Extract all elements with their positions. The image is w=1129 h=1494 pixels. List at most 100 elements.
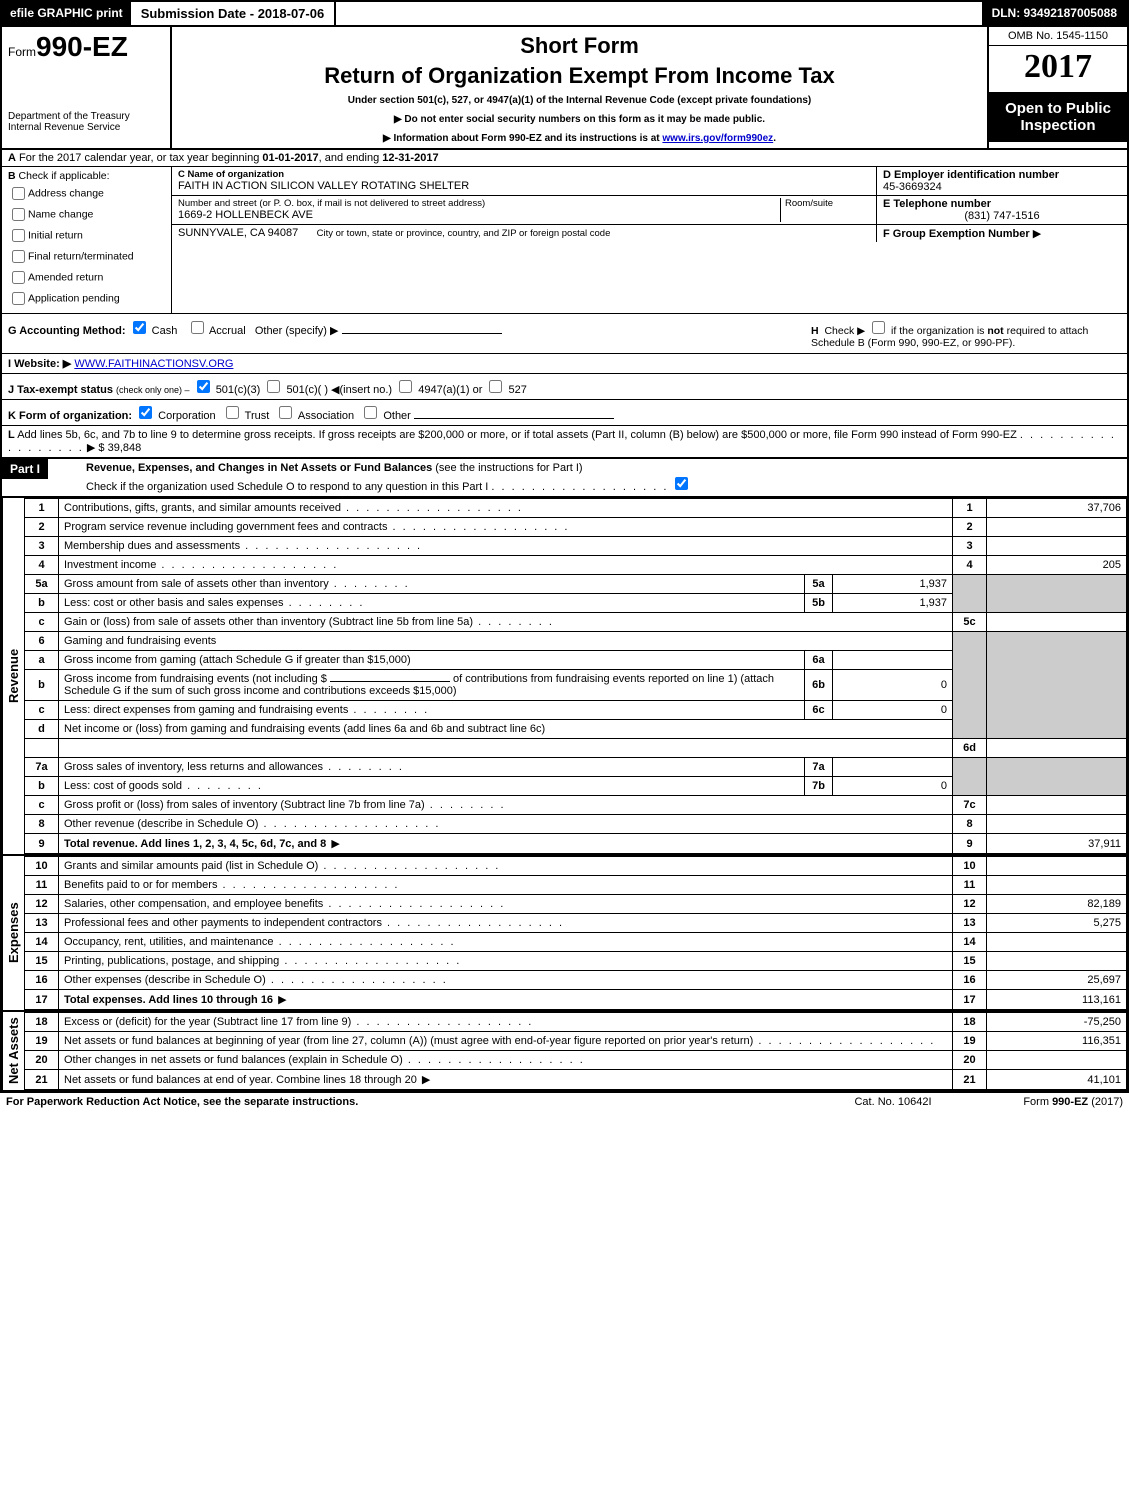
label-e: E Telephone number bbox=[883, 198, 1121, 210]
check-app-pending[interactable]: Application pending bbox=[8, 289, 165, 308]
l7a-subamt bbox=[833, 758, 953, 777]
end-date: 12-31-2017 bbox=[382, 152, 438, 164]
cb-final-return[interactable] bbox=[12, 250, 25, 263]
footer-left: For Paperwork Reduction Act Notice, see … bbox=[6, 1096, 823, 1108]
street-label: Number and street (or P. O. box, if mail… bbox=[178, 198, 780, 209]
check-initial-return[interactable]: Initial return bbox=[8, 226, 165, 245]
l1-box: 1 bbox=[953, 499, 987, 518]
l9-desc: Total revenue. Add lines 1, 2, 3, 4, 5c,… bbox=[59, 834, 953, 854]
check-address-change[interactable]: Address change bbox=[8, 184, 165, 203]
line-2: 2 Program service revenue including gove… bbox=[25, 518, 1127, 537]
cb-cash[interactable] bbox=[133, 321, 146, 334]
cb-other-org[interactable] bbox=[364, 406, 377, 419]
h-not: not bbox=[987, 325, 1003, 337]
l5a-desc: Gross amount from sale of assets other t… bbox=[59, 575, 805, 594]
l5-shade-amt bbox=[987, 575, 1127, 613]
l20-box: 20 bbox=[953, 1051, 987, 1070]
cb-initial-return[interactable] bbox=[12, 229, 25, 242]
l13-desc: Professional fees and other payments to … bbox=[59, 914, 953, 933]
l12-desc: Salaries, other compensation, and employ… bbox=[59, 895, 953, 914]
label-b: B bbox=[8, 170, 16, 182]
l16-num: 16 bbox=[25, 971, 59, 990]
h-text2: if the organization is bbox=[891, 325, 984, 337]
l6c-sub: 6c bbox=[805, 701, 833, 720]
line-8: 8 Other revenue (describe in Schedule O)… bbox=[25, 815, 1127, 834]
l7b-sub: 7b bbox=[805, 777, 833, 796]
l10-dots bbox=[318, 860, 500, 872]
cb-label-2: Initial return bbox=[28, 229, 83, 241]
l6-num: 6 bbox=[25, 632, 59, 651]
dept-line1: Department of the Treasury bbox=[8, 111, 164, 122]
cb-h[interactable] bbox=[872, 321, 885, 334]
part1-check-line: Check if the organization used Schedule … bbox=[86, 481, 488, 493]
footer-right: Form 990-EZ (2017) bbox=[963, 1096, 1123, 1108]
form-990ez: 990-EZ bbox=[36, 31, 128, 62]
line-17: 17 Total expenses. Add lines 10 through … bbox=[25, 990, 1127, 1010]
l6b-blank[interactable] bbox=[330, 681, 450, 682]
l11-desc-text: Benefits paid to or for members bbox=[64, 879, 217, 891]
l14-desc-text: Occupancy, rent, utilities, and maintena… bbox=[64, 936, 274, 948]
line-6: 6 Gaming and fundraising events bbox=[25, 632, 1127, 651]
efile-print-button[interactable]: efile GRAPHIC print bbox=[2, 2, 131, 25]
l7b-desc-text: Less: cost of goods sold bbox=[64, 780, 182, 792]
l18-num: 18 bbox=[25, 1013, 59, 1032]
year-col: OMB No. 1545-1150 2017 Open to Public In… bbox=[987, 27, 1127, 148]
l8-dots bbox=[258, 818, 440, 830]
line-14: 14 Occupancy, rent, utilities, and maint… bbox=[25, 933, 1127, 952]
k-other-blank[interactable] bbox=[414, 418, 614, 419]
check-amended[interactable]: Amended return bbox=[8, 268, 165, 287]
ein-cell: D Employer identification number 45-3669… bbox=[877, 167, 1127, 195]
begin-date: 01-01-2017 bbox=[262, 152, 318, 164]
h-check: Check ▶ bbox=[824, 325, 865, 337]
l20-amt bbox=[987, 1051, 1127, 1070]
l10-desc-text: Grants and similar amounts paid (list in… bbox=[64, 860, 318, 872]
cb-amended[interactable] bbox=[12, 271, 25, 284]
cb-trust[interactable] bbox=[226, 406, 239, 419]
check-name-change[interactable]: Name change bbox=[8, 205, 165, 224]
l19-amt: 116,351 bbox=[987, 1032, 1127, 1051]
section-j: J Tax-exempt status (check only one) – 5… bbox=[2, 374, 1127, 400]
l13-num: 13 bbox=[25, 914, 59, 933]
l12-amt: 82,189 bbox=[987, 895, 1127, 914]
city-label: City or town, state or province, country… bbox=[317, 228, 611, 239]
l5a-desc-text: Gross amount from sale of assets other t… bbox=[64, 578, 329, 590]
side-revenue: Revenue bbox=[2, 498, 24, 854]
cb-assoc[interactable] bbox=[279, 406, 292, 419]
cb-schedule-o[interactable] bbox=[675, 477, 688, 490]
l9-box: 9 bbox=[953, 834, 987, 854]
cb-501c[interactable] bbox=[267, 380, 280, 393]
line-6d: 6d bbox=[25, 739, 1127, 758]
l5b-subamt: 1,937 bbox=[833, 594, 953, 613]
line-5a: 5a Gross amount from sale of assets othe… bbox=[25, 575, 1127, 594]
website-link[interactable]: WWW.FAITHINACTIONSV.ORG bbox=[74, 358, 233, 370]
cb-accrual[interactable] bbox=[191, 321, 204, 334]
cb-address-change[interactable] bbox=[12, 187, 25, 200]
check-final-return[interactable]: Final return/terminated bbox=[8, 247, 165, 266]
cb-501c3[interactable] bbox=[197, 380, 210, 393]
l6b-num: b bbox=[25, 670, 59, 701]
l18-box: 18 bbox=[953, 1013, 987, 1032]
title-col: Short Form Return of Organization Exempt… bbox=[172, 27, 987, 148]
cb-4947[interactable] bbox=[399, 380, 412, 393]
side-netassets: Net Assets bbox=[2, 1012, 24, 1090]
l6c-num: c bbox=[25, 701, 59, 720]
section-k: K Form of organization: Corporation Trus… bbox=[2, 400, 1127, 426]
l3-amt bbox=[987, 537, 1127, 556]
l20-desc-text: Other changes in net assets or fund bala… bbox=[64, 1054, 403, 1066]
section-h: H Check ▶ if the organization is not req… bbox=[811, 318, 1121, 349]
tax-year: 2017 bbox=[989, 46, 1127, 92]
cb-corp[interactable] bbox=[139, 406, 152, 419]
g-cash: Cash bbox=[152, 325, 178, 337]
revenue-table: 1 Contributions, gifts, grants, and simi… bbox=[24, 498, 1127, 854]
l19-dots bbox=[753, 1035, 935, 1047]
cb-app-pending[interactable] bbox=[12, 292, 25, 305]
line-1: 1 Contributions, gifts, grants, and simi… bbox=[25, 499, 1127, 518]
room-label: Room/suite bbox=[785, 198, 870, 209]
irs-link[interactable]: www.irs.gov/form990ez bbox=[662, 133, 773, 144]
part1-header-row: Part I Revenue, Expenses, and Changes in… bbox=[0, 459, 1129, 498]
cb-name-change[interactable] bbox=[12, 208, 25, 221]
form-number-col: Form990-EZ Department of the Treasury In… bbox=[2, 27, 172, 148]
g-other-blank[interactable] bbox=[342, 333, 502, 334]
bcde-row: B Check if applicable: Address change Na… bbox=[2, 167, 1127, 314]
cb-527[interactable] bbox=[489, 380, 502, 393]
